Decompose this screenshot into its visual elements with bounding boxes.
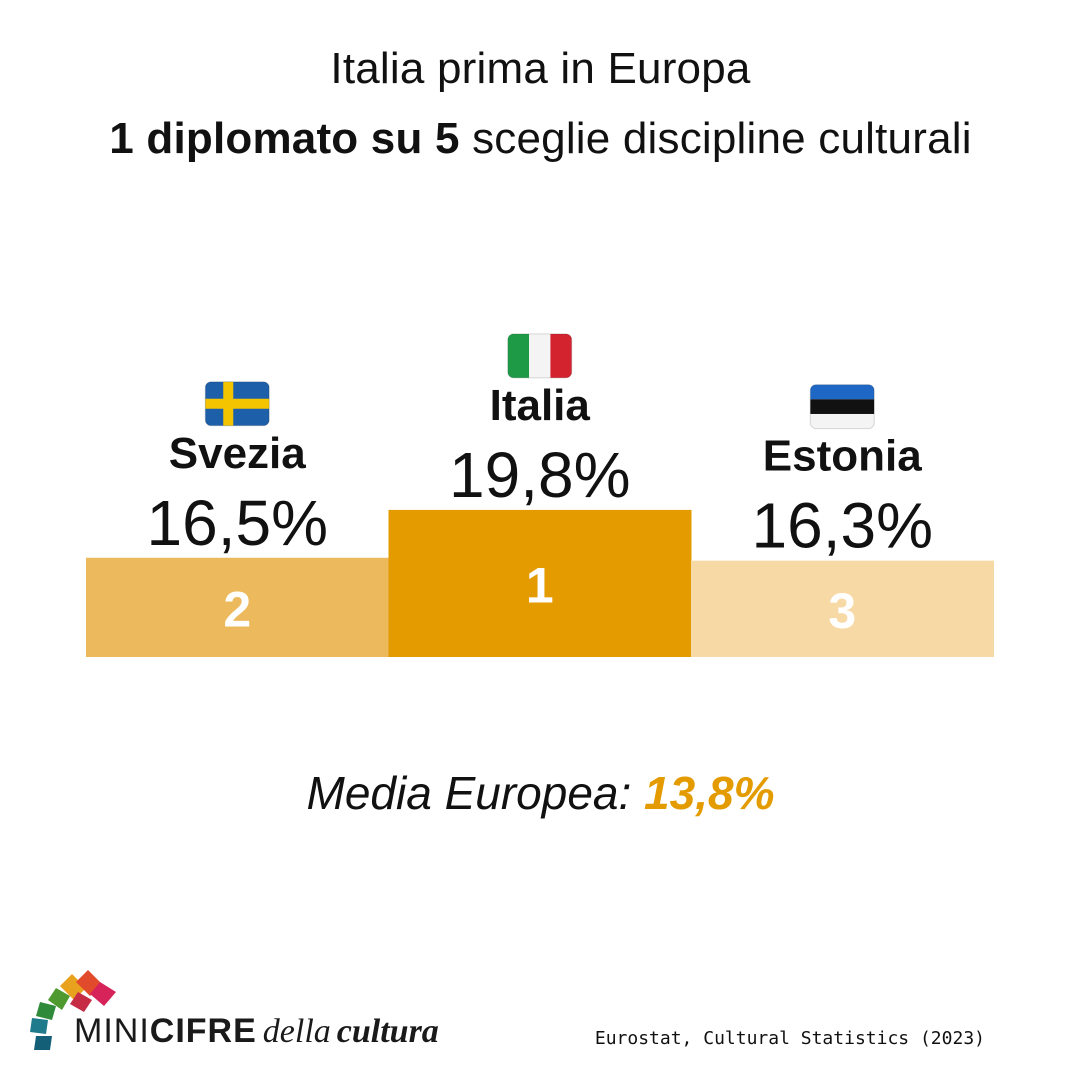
- rank-label: 2: [223, 581, 251, 637]
- value-label: 19,8%: [449, 439, 630, 511]
- country-label: Svezia: [169, 429, 307, 478]
- italy-flag-icon: [507, 333, 573, 379]
- podium-bar-2: [388, 509, 692, 657]
- chart-title: Italia prima in Europa: [330, 44, 751, 93]
- podium-bar-1: [86, 557, 389, 657]
- value-label: 16,3%: [752, 490, 933, 562]
- podium-chart: 2 16,5% Svezia 1 19,8% Italia 3 16,3% Estonia: [86, 333, 994, 657]
- country-label: Estonia: [763, 432, 922, 481]
- logo-della: della: [262, 1013, 331, 1050]
- sweden-flag-icon: [204, 381, 270, 427]
- average-label: Media Europea:: [306, 767, 632, 819]
- logo-cifre: CIFRE: [149, 1012, 257, 1050]
- logo-cultura: cultura: [336, 1013, 439, 1050]
- value-label: 16,5%: [147, 487, 328, 559]
- rank-label: 3: [828, 583, 856, 639]
- rank-label: 1: [526, 557, 554, 613]
- estonia-flag-icon: [809, 384, 875, 430]
- logo: MINICIFRE della cultura: [26, 966, 446, 1056]
- podium-bar-3: [691, 560, 994, 657]
- logo-text: MINICIFRE della cultura: [74, 1014, 439, 1049]
- average-value: 13,8%: [644, 767, 775, 819]
- logo-mini: MINI: [74, 1012, 150, 1050]
- source-note: Eurostat, Cultural Statistics (2023): [594, 1028, 985, 1049]
- chart-subtitle: 1 diplomato su 5 sceglie discipline cult…: [0, 114, 1081, 164]
- european-average: Media Europea: 13,8%: [0, 766, 1081, 820]
- subtitle-rest: sceglie discipline culturali: [459, 114, 972, 163]
- country-label: Italia: [490, 381, 591, 430]
- logo-flower-icon: [30, 970, 116, 1050]
- subtitle-bold: 1 diplomato su 5: [109, 114, 460, 163]
